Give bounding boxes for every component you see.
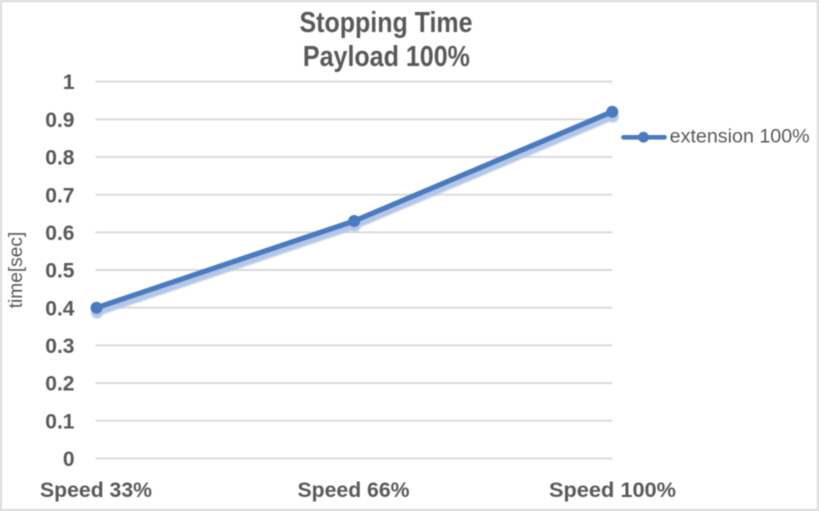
svg-text:0.7: 0.7 bbox=[45, 184, 74, 207]
svg-text:0.6: 0.6 bbox=[45, 222, 74, 245]
svg-text:0.2: 0.2 bbox=[45, 373, 74, 396]
svg-text:extension 100%: extension 100% bbox=[670, 127, 810, 148]
svg-text:Speed 100%: Speed 100% bbox=[549, 478, 676, 502]
svg-text:0.4: 0.4 bbox=[45, 297, 75, 320]
svg-text:0: 0 bbox=[63, 448, 75, 471]
svg-text:0.5: 0.5 bbox=[45, 260, 75, 283]
svg-text:0.9: 0.9 bbox=[45, 109, 74, 132]
svg-text:1: 1 bbox=[63, 71, 75, 94]
svg-text:Speed 66%: Speed 66% bbox=[298, 478, 410, 502]
svg-text:time[sec]: time[sec] bbox=[5, 232, 27, 309]
svg-text:Stopping Time: Stopping Time bbox=[300, 7, 473, 39]
svg-text:0.3: 0.3 bbox=[45, 335, 74, 358]
svg-text:0.8: 0.8 bbox=[45, 147, 75, 170]
svg-text:Speed 33%: Speed 33% bbox=[40, 478, 152, 502]
svg-text:Payload 100%: Payload 100% bbox=[303, 41, 470, 73]
svg-text:0.1: 0.1 bbox=[45, 410, 75, 433]
